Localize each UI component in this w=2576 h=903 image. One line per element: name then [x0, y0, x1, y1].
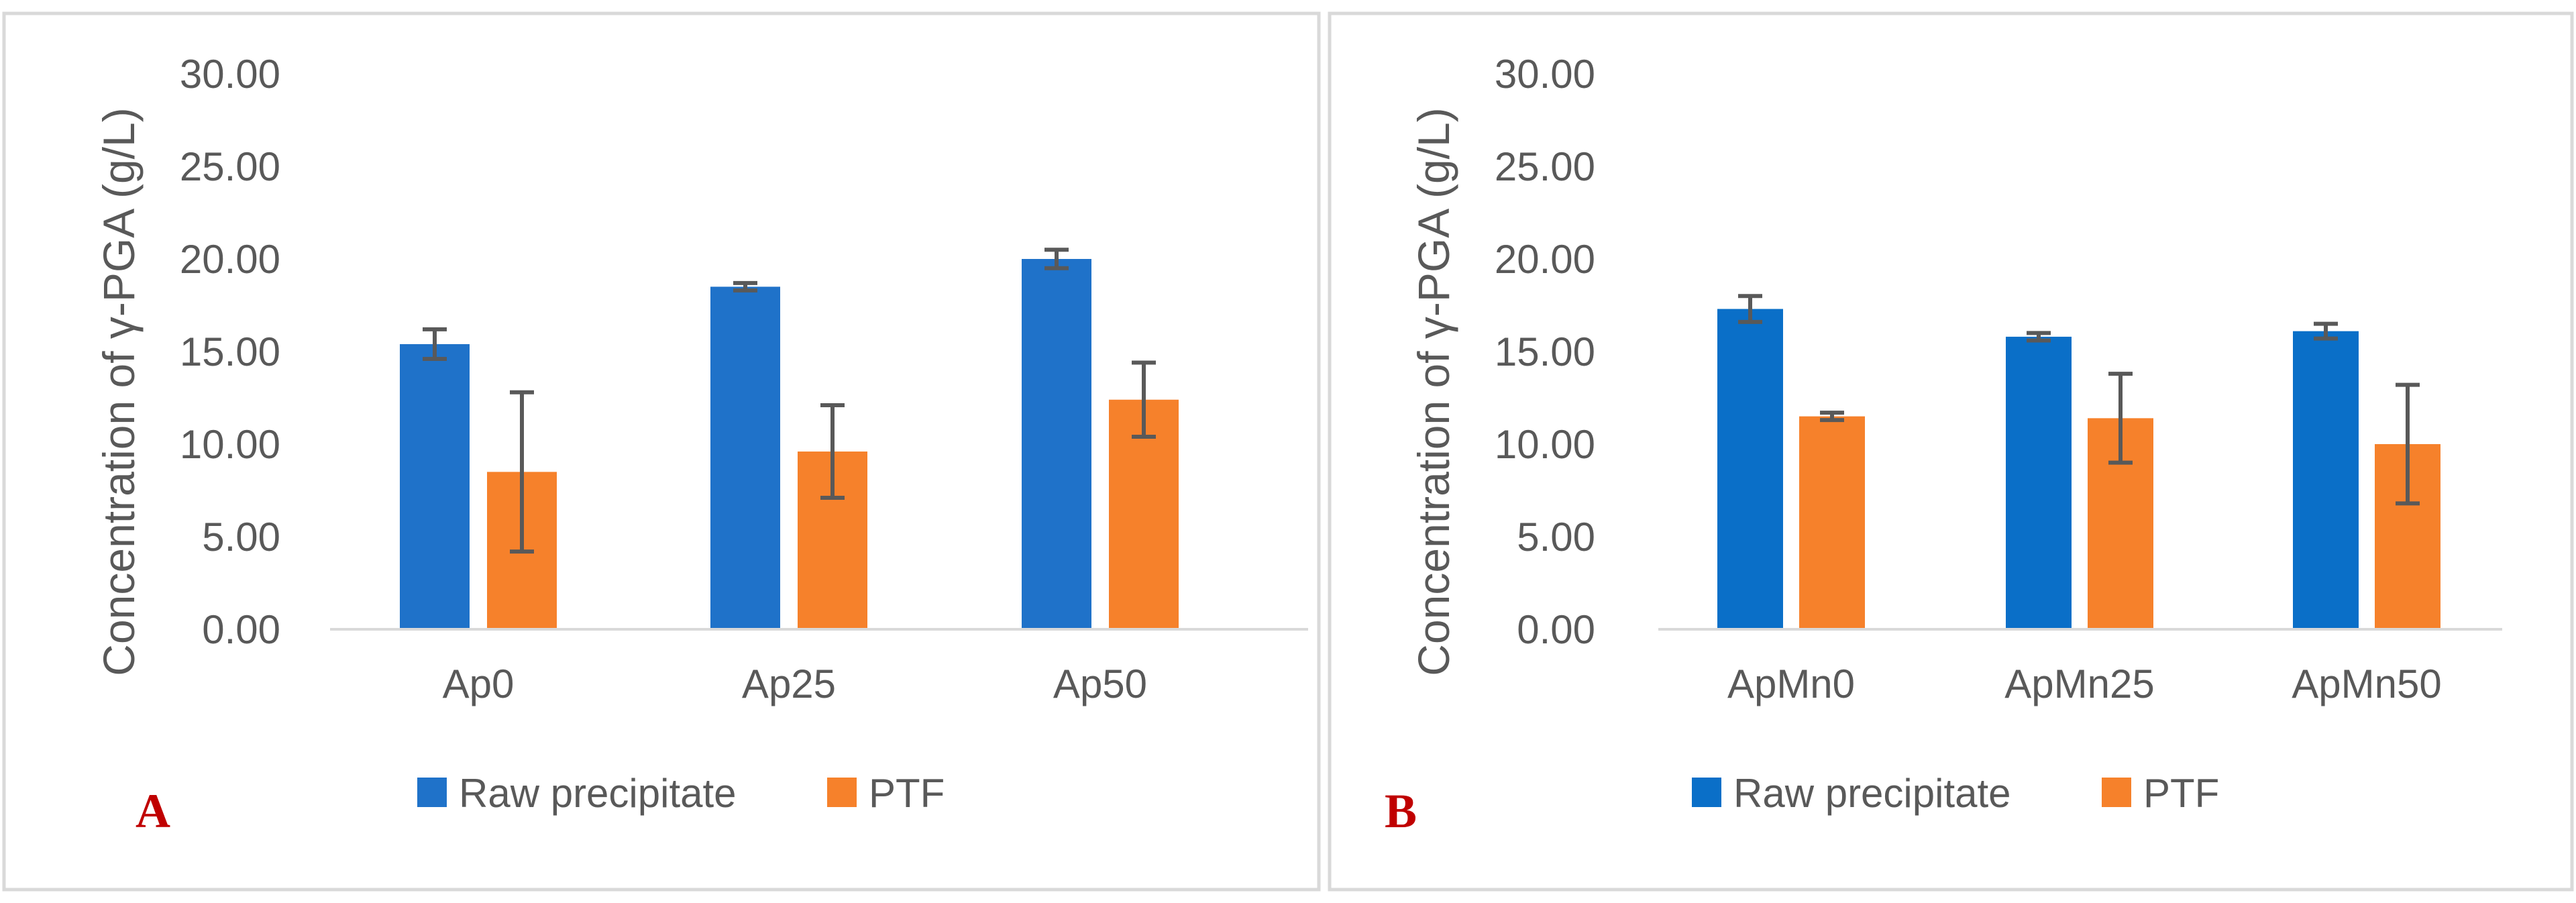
- y-tick-label: 15.00: [180, 329, 280, 374]
- bar-ap25-raw-precipitate: [710, 286, 780, 629]
- x-tick-label: Ap25: [742, 661, 836, 706]
- bar-apmn0-raw-precipitate: [1717, 309, 1783, 629]
- chart-frame: [1328, 11, 2574, 892]
- y-tick-label: 30.00: [180, 52, 280, 97]
- error-bar: [2027, 331, 2051, 343]
- y-axis-title: Concentration of γ-PGA (g/L): [94, 107, 144, 676]
- error-bar: [1820, 411, 1844, 423]
- legend-swatch: [417, 778, 447, 807]
- y-tick-label: 10.00: [180, 422, 280, 467]
- chart-frame: [2, 11, 1321, 892]
- error-bar: [2396, 382, 2420, 506]
- legend-label: Raw precipitate: [459, 771, 737, 816]
- bar-apmn25-raw-precipitate: [2006, 336, 2072, 629]
- y-tick-label: 0.00: [1517, 607, 1595, 652]
- x-tick-label: ApMn0: [1727, 661, 1855, 706]
- y-tick-label: 30.00: [1495, 52, 1595, 97]
- error-bar: [1044, 248, 1069, 270]
- legend-swatch: [2102, 778, 2131, 807]
- bar-ap0-raw-precipitate: [400, 343, 470, 629]
- y-tick-label: 0.00: [202, 607, 280, 652]
- x-tick-label: Ap50: [1053, 661, 1147, 706]
- y-axis-title: Concentration of γ-PGA (g/L): [1409, 107, 1458, 676]
- error-bar: [733, 280, 757, 293]
- y-tick-label: 20.00: [1495, 237, 1595, 282]
- y-tick-label: 20.00: [180, 237, 280, 282]
- y-tick-label: 25.00: [1495, 144, 1595, 189]
- y-tick-label: 25.00: [180, 144, 280, 189]
- x-tick-label: ApMn25: [2004, 661, 2154, 706]
- chart-panel-a: 0.00 5.00 10.00 15.00 20.00 25.00 30.00 Concent…: [2, 11, 1321, 892]
- error-bar: [2314, 321, 2338, 341]
- bar-apmn0-ptf: [1799, 416, 1865, 629]
- error-bar: [2108, 372, 2133, 465]
- x-tick-label: Ap0: [443, 661, 515, 706]
- y-tick-label: 5.00: [202, 515, 280, 560]
- bar-ap50-raw-precipitate: [1022, 259, 1091, 629]
- error-bar: [820, 403, 845, 500]
- error-bar: [1132, 360, 1156, 439]
- y-tick-label: 15.00: [1495, 329, 1595, 374]
- legend-label: PTF: [2143, 771, 2219, 816]
- x-tick-label: ApMn50: [2292, 661, 2441, 706]
- legend-swatch: [1692, 778, 1721, 807]
- error-bar: [1738, 294, 1762, 324]
- error-bar: [423, 327, 447, 362]
- legend-label: PTF: [869, 771, 945, 816]
- panel-label: A: [136, 784, 170, 838]
- error-bar: [510, 390, 534, 554]
- y-tick-label: 10.00: [1495, 422, 1595, 467]
- y-tick-label: 5.00: [1517, 515, 1595, 560]
- panel-label: B: [1385, 784, 1417, 838]
- bar-apmn50-raw-precipitate: [2293, 331, 2359, 629]
- chart-panel-b: 0.00 5.00 10.00 15.00 20.00 25.00 30.00 Concent…: [1328, 11, 2574, 892]
- legend-label: Raw precipitate: [1733, 771, 2011, 816]
- legend-swatch: [827, 778, 857, 807]
